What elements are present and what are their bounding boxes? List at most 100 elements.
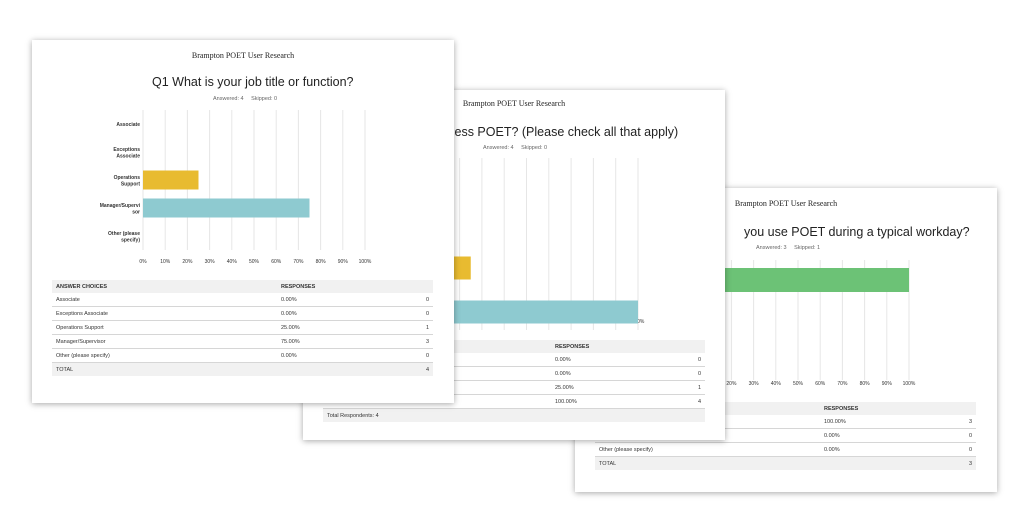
total-row: Total Respondents: 4 bbox=[323, 408, 705, 422]
column-header-responses: RESPONSES bbox=[551, 340, 677, 353]
table-row: Other (please specify) 0.00% 0 bbox=[52, 348, 433, 363]
table-row: Exceptions Associate 0.00% 0 bbox=[52, 306, 433, 321]
response-count: 0 bbox=[404, 348, 433, 363]
response-percent: 25.00% bbox=[277, 320, 404, 335]
x-tick-label: 50% bbox=[249, 259, 260, 265]
response-count: 0 bbox=[404, 293, 433, 307]
category-label: Support bbox=[121, 181, 140, 187]
x-tick-label: 10% bbox=[160, 259, 171, 265]
table-row: Manager/Supervisor 75.00% 3 bbox=[52, 334, 433, 349]
response-percent: 75.00% bbox=[277, 334, 404, 349]
response-count: 0 bbox=[677, 353, 705, 367]
total-count: 3 bbox=[946, 456, 976, 470]
answer-choice: Other (please specify) bbox=[52, 348, 277, 363]
x-tick-label: 80% bbox=[860, 381, 871, 387]
total-label: TOTAL bbox=[52, 362, 277, 376]
x-tick-label: 40% bbox=[771, 381, 782, 387]
x-tick-label: 80% bbox=[316, 259, 327, 265]
response-count: 3 bbox=[946, 415, 976, 429]
answer-choice: Exceptions Associate bbox=[52, 306, 277, 321]
x-tick-label: 100% bbox=[359, 259, 372, 265]
response-percent: 0.00% bbox=[551, 366, 677, 381]
response-count: 1 bbox=[677, 380, 705, 395]
response-percent: 0.00% bbox=[551, 353, 677, 367]
column-header-responses: RESPONSES bbox=[277, 280, 404, 293]
question-title: you use POET during a typical workday? bbox=[744, 225, 970, 239]
skipped-count: Skipped: 0 bbox=[521, 145, 548, 151]
total-count: 4 bbox=[404, 362, 433, 376]
x-tick-label: 0% bbox=[139, 259, 147, 265]
total-respondents: Total Respondents: 4 bbox=[323, 408, 551, 422]
response-percent: 0.00% bbox=[277, 293, 404, 307]
bar bbox=[415, 300, 638, 324]
skipped-count: Skipped: 1 bbox=[794, 245, 821, 251]
x-tick-label: 100% bbox=[903, 381, 916, 387]
total-row: TOTAL 3 bbox=[595, 456, 976, 470]
column-header-choices: ANSWER CHOICES bbox=[52, 280, 277, 293]
category-label: Other (please bbox=[108, 231, 140, 237]
page-header: Brampton POET User Research bbox=[462, 99, 566, 108]
bar bbox=[143, 198, 310, 218]
x-tick-label: 70% bbox=[293, 259, 304, 265]
response-percent: 0.00% bbox=[820, 428, 946, 443]
chart-svg: 0% 10% 20% 30% 40% 50% 60% 70% 80% 90% 100% Associa… bbox=[100, 110, 372, 265]
question-title: ccess POET? (Please check all that apply… bbox=[442, 125, 679, 139]
x-tick-label: 100% bbox=[632, 319, 645, 325]
category-label: Exceptions bbox=[113, 147, 140, 153]
response-percent: 0.00% bbox=[820, 442, 946, 457]
response-percent: 25.00% bbox=[551, 380, 677, 395]
x-tick-label: 20% bbox=[182, 259, 193, 265]
answer-choice: Other (please specify) bbox=[595, 442, 820, 457]
table-row: Associate 0.00% 0 bbox=[52, 293, 433, 307]
x-tick-label: 90% bbox=[338, 259, 349, 265]
response-percent: 0.00% bbox=[277, 348, 404, 363]
category-label: Manager/Supervi bbox=[100, 203, 141, 209]
response-stats: Answered: 4 Skipped: 0 bbox=[483, 145, 553, 151]
table-row: Operations Support 25.00% 1 bbox=[52, 320, 433, 335]
response-stats: Answered: 4 Skipped: 0 bbox=[213, 96, 283, 102]
page-header: Brampton POET User Research bbox=[191, 51, 295, 60]
response-percent: 100.00% bbox=[551, 394, 677, 409]
response-percent: 0.00% bbox=[277, 306, 404, 321]
responses-table: ANSWER CHOICES RESPONSES Associate 0.00% 0… bbox=[52, 280, 433, 376]
answered-count: Answered: 4 bbox=[483, 145, 514, 151]
category-label: Operations bbox=[114, 175, 141, 181]
x-tick-label: 90% bbox=[882, 381, 893, 387]
response-count: 3 bbox=[404, 334, 433, 349]
response-count: 0 bbox=[946, 428, 976, 443]
x-tick-label: 20% bbox=[726, 381, 737, 387]
response-count: 0 bbox=[404, 306, 433, 321]
response-count: 1 bbox=[404, 320, 433, 335]
x-tick-label: 50% bbox=[793, 381, 804, 387]
page-header: Brampton POET User Research bbox=[734, 199, 838, 208]
answer-choice: Manager/Supervisor bbox=[52, 334, 277, 349]
category-label: specify) bbox=[121, 237, 140, 243]
x-tick-label: 30% bbox=[205, 259, 216, 265]
x-tick-label: 60% bbox=[815, 381, 826, 387]
answer-choice: Operations Support bbox=[52, 320, 277, 335]
response-count: 0 bbox=[677, 366, 705, 381]
answered-count: Answered: 3 bbox=[756, 245, 787, 251]
bar bbox=[143, 170, 199, 190]
category-label: Associate bbox=[116, 153, 140, 159]
answered-count: Answered: 4 bbox=[213, 96, 244, 102]
response-count: 4 bbox=[677, 394, 705, 409]
x-tick-label: 40% bbox=[227, 259, 238, 265]
report-page-1: Brampton POET User Research Q1 What is y… bbox=[32, 40, 454, 403]
column-header-responses: RESPONSES bbox=[820, 402, 946, 415]
response-stats: Answered: 3 Skipped: 1 bbox=[756, 245, 826, 251]
x-tick-label: 30% bbox=[749, 381, 760, 387]
x-tick-label: 60% bbox=[271, 259, 282, 265]
skipped-count: Skipped: 0 bbox=[251, 96, 278, 102]
question-title: Q1 What is your job title or function? bbox=[152, 75, 354, 89]
response-percent: 100.00% bbox=[820, 415, 946, 429]
bar-chart: 0% 10% 20% 30% 40% 50% 60% 70% 80% 90% 100% Associa… bbox=[32, 110, 454, 270]
response-count: 0 bbox=[946, 442, 976, 457]
x-tick-label: 70% bbox=[837, 381, 848, 387]
table-row: Other (please specify) 0.00% 0 bbox=[595, 442, 976, 457]
answer-choice: Associate bbox=[52, 293, 277, 307]
total-label: TOTAL bbox=[595, 456, 820, 470]
total-row: TOTAL 4 bbox=[52, 362, 433, 376]
category-label: sor bbox=[132, 209, 140, 215]
category-label: Associate bbox=[116, 122, 140, 128]
